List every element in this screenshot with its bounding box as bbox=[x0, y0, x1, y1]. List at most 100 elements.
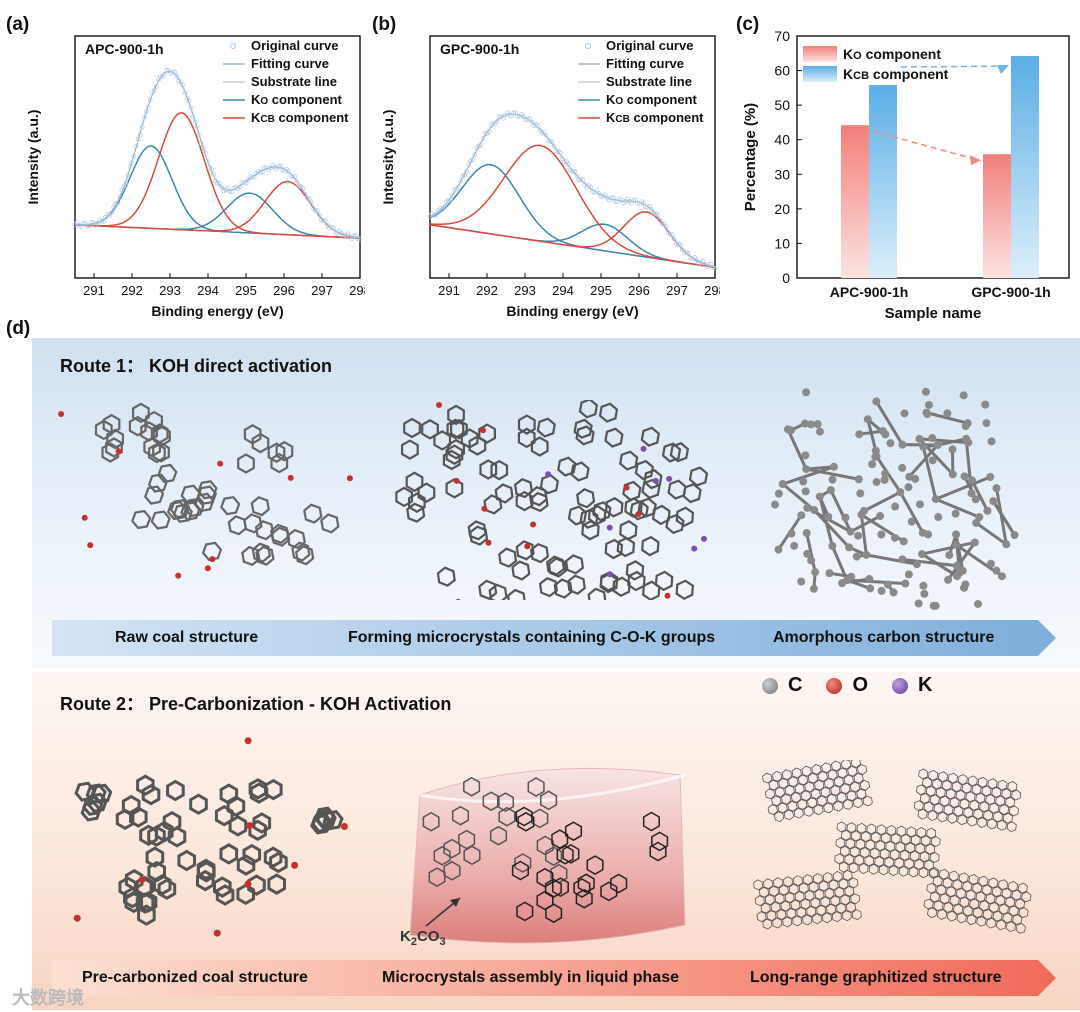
graphene-ring bbox=[840, 894, 851, 906]
graphene-ring bbox=[780, 900, 791, 912]
carbon-ring bbox=[488, 583, 508, 600]
carbon-ring bbox=[143, 436, 162, 458]
carbon-atom bbox=[924, 530, 933, 539]
carbon-atom bbox=[992, 484, 1001, 493]
kcb-bar-1 bbox=[869, 85, 897, 278]
graphene-ring bbox=[810, 788, 821, 800]
graphene-ring bbox=[842, 869, 853, 881]
legend-fitting-label: Fitting curve bbox=[606, 56, 684, 71]
graphene-ring bbox=[875, 840, 886, 852]
graphene-ring bbox=[895, 841, 906, 853]
original-data-point bbox=[88, 220, 94, 225]
original-data-point bbox=[182, 90, 188, 96]
original-data-point bbox=[445, 197, 451, 203]
atom-dot bbox=[58, 411, 65, 417]
subscript: CB bbox=[615, 114, 629, 125]
carbon-ring bbox=[131, 402, 150, 424]
graphene-ring bbox=[899, 849, 910, 861]
stage-graphitized: Long-range graphitized structure bbox=[750, 969, 1002, 986]
x-tick-label-296: 296 bbox=[628, 283, 650, 298]
original-data-point bbox=[308, 199, 314, 205]
graphene-ring bbox=[876, 824, 887, 836]
carbon-ring bbox=[255, 545, 275, 566]
graphene-ring bbox=[847, 765, 858, 777]
original-data-point bbox=[156, 77, 161, 83]
carbon-atom bbox=[896, 488, 905, 497]
graphene-ring bbox=[918, 768, 929, 780]
carbon-ring bbox=[270, 452, 289, 474]
carbon-ring bbox=[536, 867, 554, 888]
graphene-ring bbox=[989, 802, 1000, 814]
carbon-ring bbox=[506, 588, 527, 600]
carbon-atom bbox=[931, 601, 940, 610]
atom-dot bbox=[115, 448, 122, 455]
graphene-ring bbox=[998, 903, 1009, 915]
carbon-ring bbox=[314, 806, 336, 827]
original-data-point bbox=[323, 218, 328, 224]
atom-dot bbox=[545, 471, 552, 478]
carbon-ring bbox=[196, 858, 216, 881]
carbon-atom bbox=[923, 410, 932, 419]
fitting-curve bbox=[429, 113, 716, 268]
carbon-ring bbox=[94, 419, 113, 441]
original-data-point bbox=[200, 145, 206, 151]
y-axis-label: Intensity (a.u.) bbox=[25, 110, 41, 205]
original-curve bbox=[427, 110, 718, 271]
carbon-ring bbox=[275, 440, 294, 462]
carbon-ring bbox=[629, 500, 649, 521]
original-data-point bbox=[448, 197, 453, 203]
carbon-atom bbox=[900, 409, 909, 418]
graphene-ring bbox=[792, 915, 803, 927]
graphene-ring bbox=[831, 911, 842, 923]
original-data-point bbox=[101, 219, 106, 224]
carbon-atom bbox=[842, 576, 851, 585]
graphene-ring bbox=[790, 792, 802, 803]
graphene-ring bbox=[997, 779, 1008, 791]
ko-bar-1 bbox=[841, 125, 869, 279]
original-data-point bbox=[198, 141, 204, 147]
graphene-ring bbox=[896, 825, 907, 837]
original-data-point bbox=[162, 71, 167, 77]
carbon-ring bbox=[236, 883, 255, 906]
original-data-point bbox=[123, 180, 129, 186]
carbon-bond bbox=[786, 428, 808, 470]
original-data-point bbox=[706, 262, 712, 267]
graphene-ring bbox=[756, 911, 767, 923]
carbon-atom bbox=[967, 489, 976, 498]
carbon-ring bbox=[538, 576, 558, 598]
graphene-ring bbox=[920, 835, 931, 847]
graphene-ring bbox=[762, 918, 773, 930]
ko-bar-2 bbox=[983, 154, 1011, 278]
graphene-ring bbox=[995, 795, 1006, 807]
graphene-ring bbox=[973, 808, 984, 820]
graphene-ring bbox=[814, 779, 825, 791]
graphene-ring bbox=[764, 894, 775, 906]
carbon-atom bbox=[866, 584, 875, 593]
graphene-ring bbox=[870, 831, 881, 843]
legend-rest: component bbox=[268, 92, 342, 107]
stage-amorphous: Amorphous carbon structure bbox=[773, 629, 995, 646]
original-data-point bbox=[551, 144, 557, 149]
carbon-atom bbox=[898, 440, 907, 449]
graphene-ring bbox=[945, 886, 957, 898]
graphene-ring bbox=[956, 912, 967, 924]
carbon-atom bbox=[904, 570, 913, 579]
graphene-ring bbox=[802, 914, 813, 926]
carbon-ring bbox=[517, 427, 536, 449]
carbon-ring bbox=[573, 878, 591, 898]
carbon-ring bbox=[570, 461, 590, 482]
graphene-ring bbox=[850, 893, 861, 905]
x-tick-label-296: 296 bbox=[273, 283, 295, 298]
original-data-point bbox=[655, 212, 661, 218]
carbon-ring bbox=[557, 456, 577, 477]
graphene-ring bbox=[988, 877, 999, 889]
carbon-atom bbox=[989, 497, 998, 506]
graphene-ring bbox=[992, 811, 1004, 823]
carbon-atom bbox=[898, 555, 907, 564]
graphene-ring bbox=[1021, 891, 1032, 903]
original-data-point bbox=[686, 251, 691, 256]
carbon-ring bbox=[406, 502, 426, 523]
graphene-ring bbox=[957, 774, 968, 785]
atom-dot bbox=[623, 484, 630, 491]
graphene-ring bbox=[856, 788, 867, 800]
